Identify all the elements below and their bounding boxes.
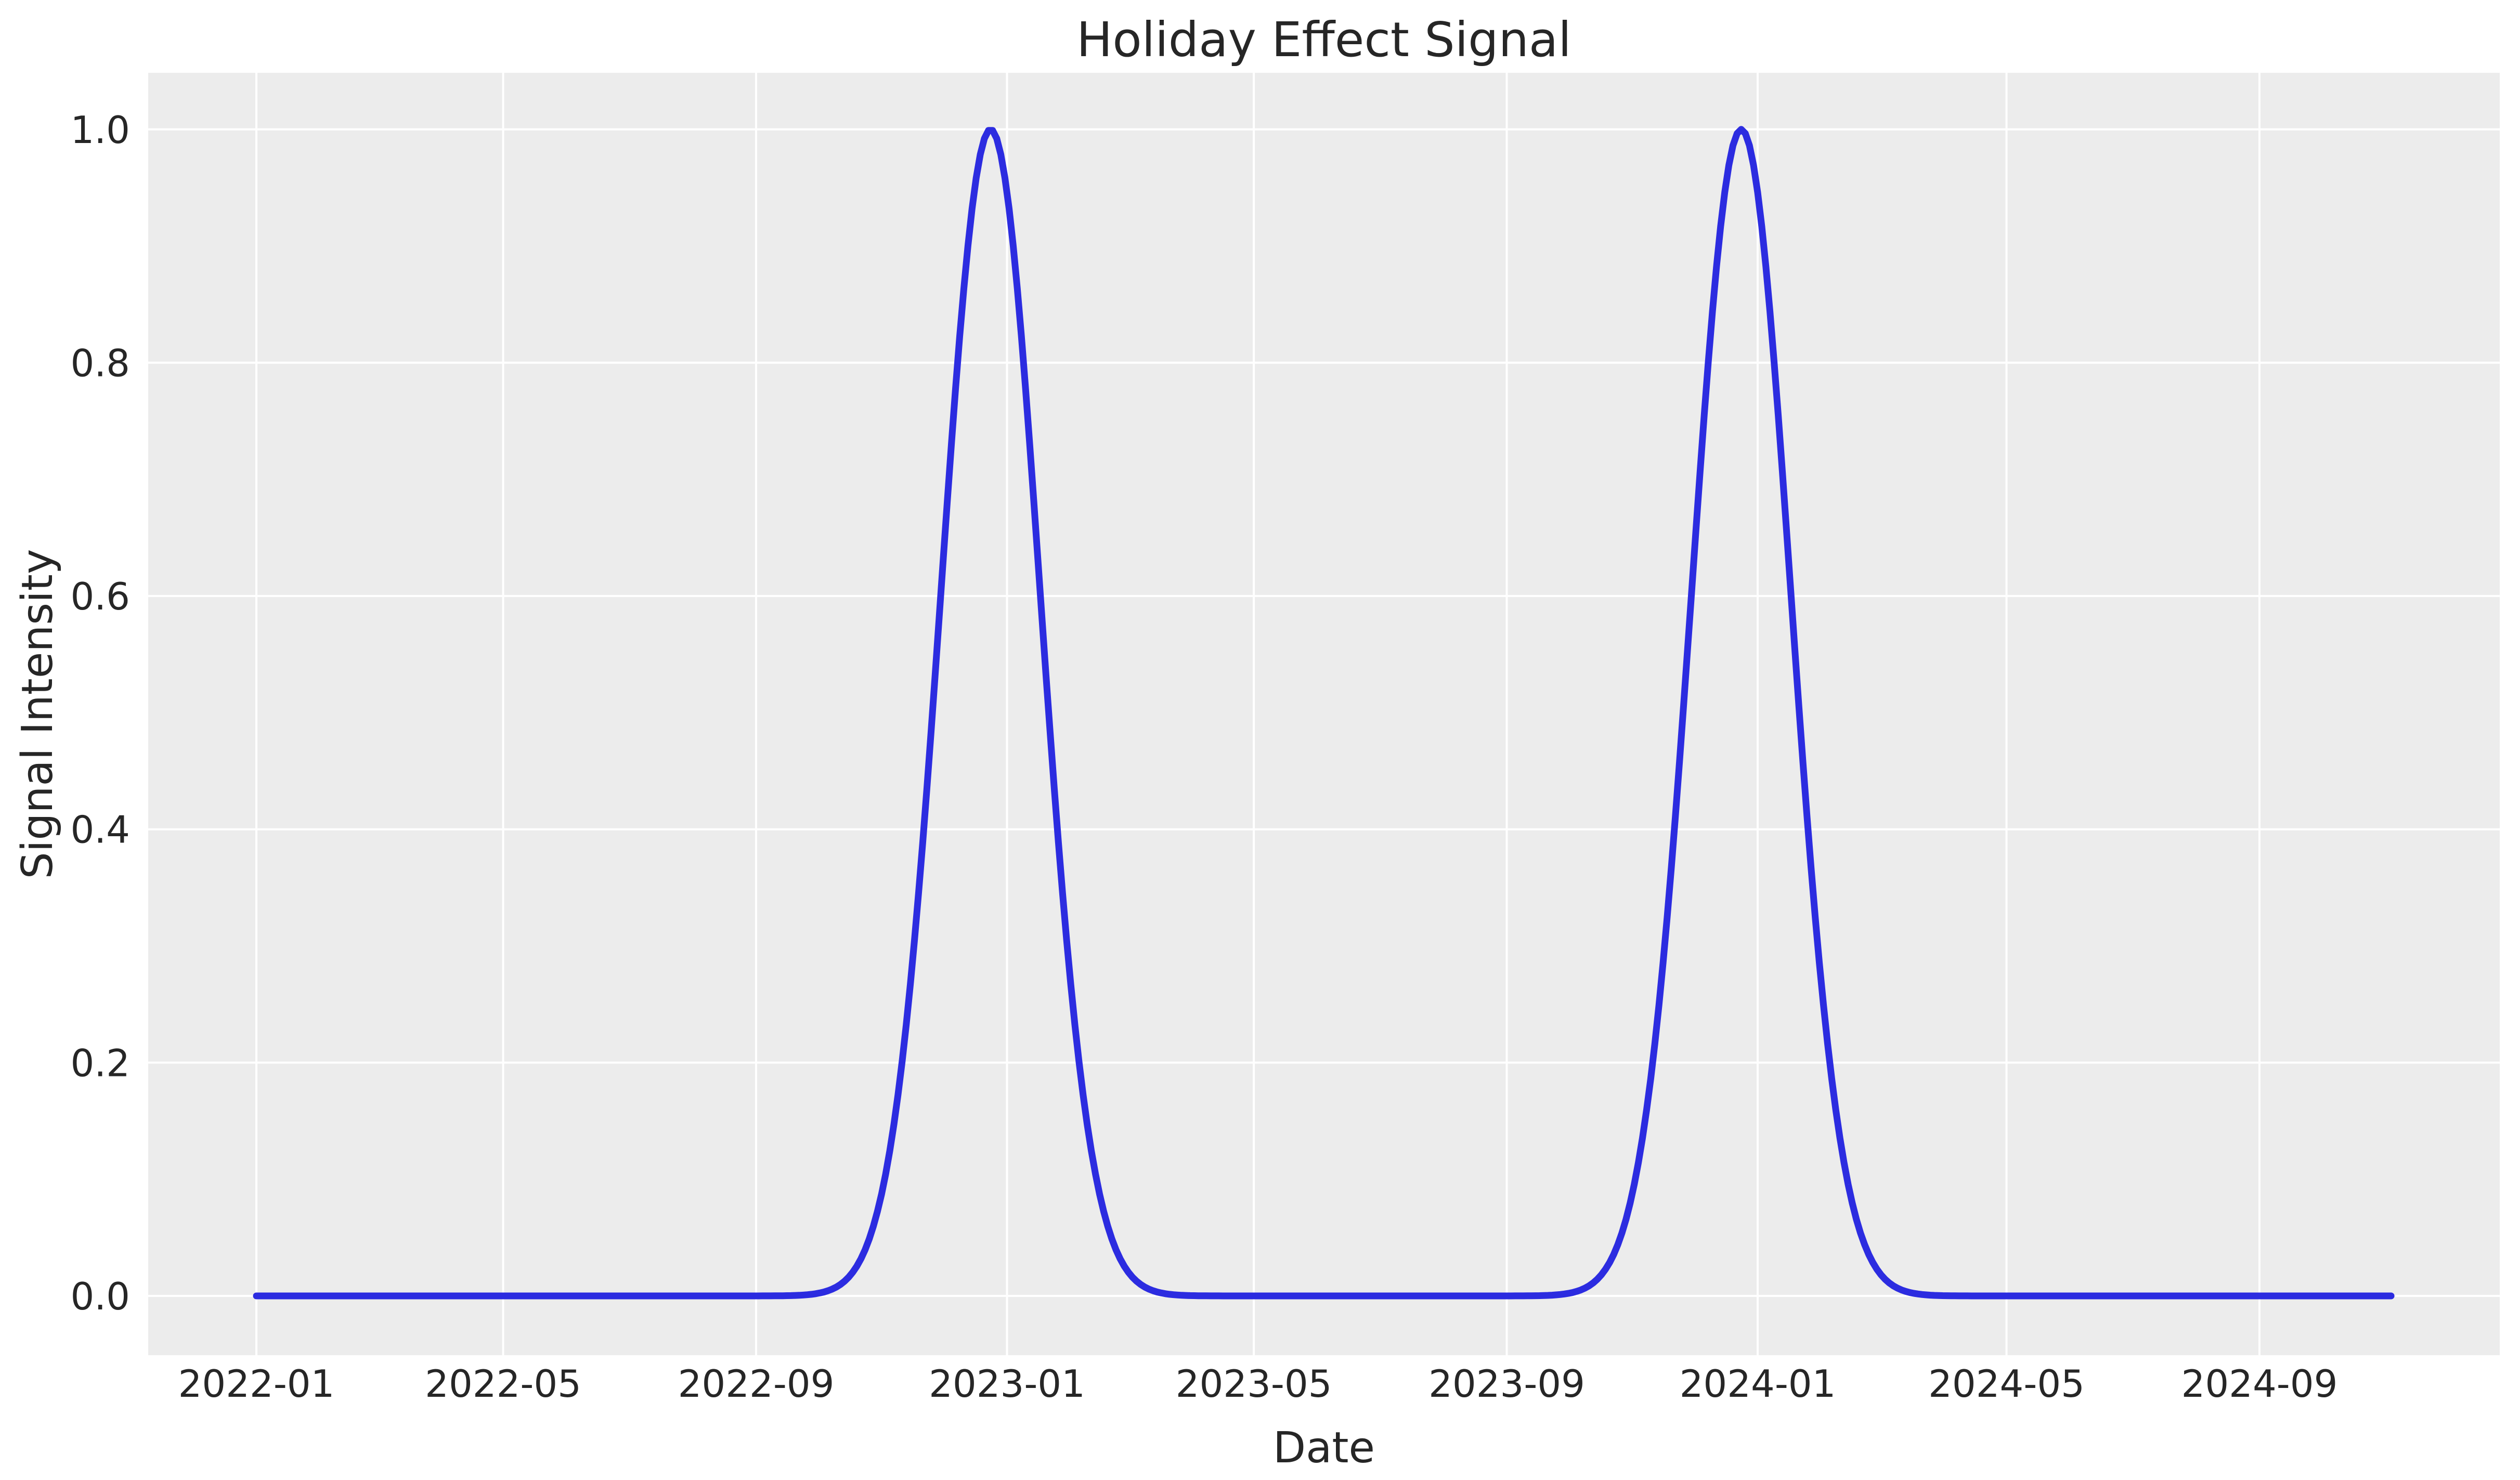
x-tick-label: 2024-09 [2181,1362,2338,1406]
x-tick-label: 2022-09 [678,1362,835,1406]
x-tick-label: 2022-01 [178,1362,335,1406]
x-tick-label: 2023-05 [1176,1362,1332,1406]
x-tick-label: 2022-05 [425,1362,581,1406]
chart-title: Holiday Effect Signal [1076,12,1571,68]
y-tick-label: 1.0 [70,108,130,152]
y-tick-label: 0.0 [70,1275,130,1318]
y-tick-label: 0.6 [70,575,130,618]
y-axis-label: Signal Intensity [13,549,62,879]
y-tick-label: 0.4 [70,808,130,852]
x-tick-label: 2023-01 [929,1362,1085,1406]
x-tick-label: 2024-05 [1928,1362,2085,1406]
y-tick-label: 0.8 [70,341,130,385]
plot-area [148,73,2500,1355]
y-tick-labels: 0.0 0.2 0.4 0.6 0.8 1.0 [70,108,130,1318]
x-tick-label: 2023-09 [1428,1362,1585,1406]
x-axis-label: Date [1273,1423,1375,1473]
y-tick-label: 0.2 [70,1041,130,1085]
signal-line-series [253,126,2395,1300]
x-tick-label: 2024-01 [1680,1362,1836,1406]
x-tick-labels: 2022-01 2022-05 2022-09 2023-01 2023-05 2023-… [178,1362,2338,1406]
